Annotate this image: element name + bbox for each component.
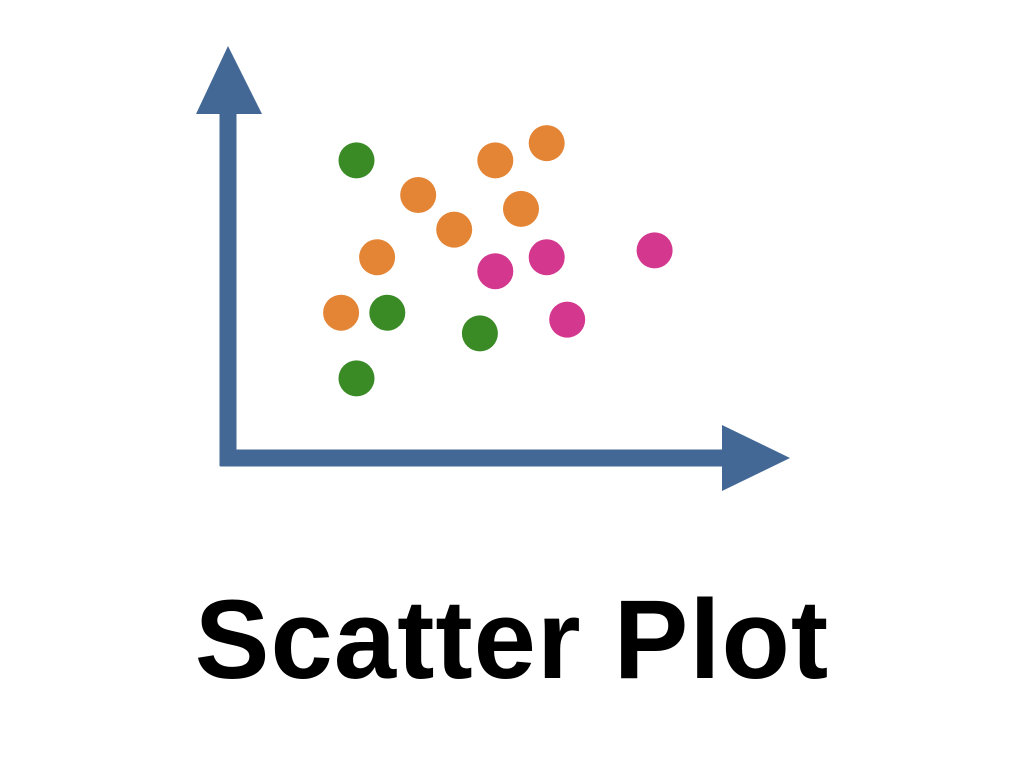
data-point (636, 232, 673, 269)
axes (196, 46, 790, 491)
data-point (503, 190, 539, 227)
data-point (369, 294, 406, 331)
data-point (461, 315, 498, 352)
data-point (528, 239, 565, 276)
data-point (323, 294, 360, 331)
data-point (359, 239, 396, 276)
caption-title: Scatter Plot (194, 577, 830, 702)
data-points (323, 125, 673, 397)
y-axis-arrow (196, 46, 262, 114)
data-point (528, 125, 565, 162)
data-point (338, 142, 375, 179)
data-point (338, 360, 375, 397)
data-point (549, 301, 586, 338)
data-point (477, 142, 514, 179)
data-point (477, 253, 514, 290)
data-point (400, 177, 437, 213)
data-point (436, 211, 473, 248)
x-axis-arrow (722, 425, 790, 491)
scatter-plot-icon (196, 46, 790, 491)
